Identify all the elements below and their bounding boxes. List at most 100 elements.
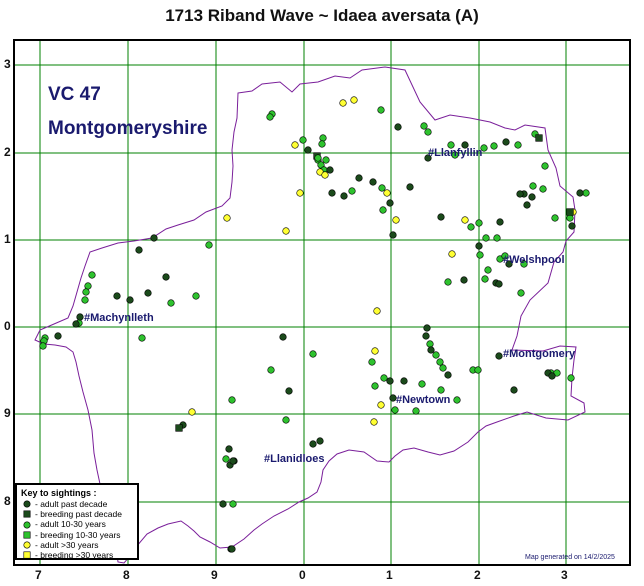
sighting-marker xyxy=(510,386,518,394)
sighting-marker xyxy=(422,332,430,340)
sighting-marker xyxy=(304,146,312,154)
sighting-marker xyxy=(377,401,385,409)
sighting-marker xyxy=(370,418,378,426)
sighting-marker xyxy=(296,189,304,197)
sighting-marker xyxy=(529,182,537,190)
sighting-marker xyxy=(420,122,428,130)
sighting-marker xyxy=(400,377,408,385)
sighting-marker xyxy=(528,193,536,201)
sighting-marker xyxy=(493,234,501,242)
sighting-marker xyxy=(495,352,503,360)
legend-item-breeding-over-30-years: - breeding >30 years xyxy=(21,550,137,560)
legend-circle-icon xyxy=(21,500,32,508)
sighting-marker xyxy=(406,183,414,191)
sighting-marker xyxy=(391,406,399,414)
sighting-marker xyxy=(84,282,92,290)
sighting-marker xyxy=(379,206,387,214)
sighting-marker xyxy=(514,141,522,149)
sighting-marker xyxy=(309,350,317,358)
sighting-marker xyxy=(380,374,388,382)
sighting-marker xyxy=(535,134,543,142)
sighting-marker xyxy=(539,185,547,193)
sighting-marker xyxy=(505,260,513,268)
sighting-marker xyxy=(371,382,379,390)
sighting-marker xyxy=(566,214,574,222)
sighting-marker xyxy=(426,340,434,348)
sighting-marker xyxy=(476,251,484,259)
town-llanfyllin: #Llanfyllin xyxy=(428,147,483,159)
sighting-marker xyxy=(355,174,363,182)
sighting-marker xyxy=(162,273,170,281)
sighting-marker xyxy=(566,208,574,216)
legend-item-adult-past-decade: - adult past decade xyxy=(21,499,137,509)
sighting-marker xyxy=(520,260,528,268)
sighting-marker xyxy=(496,218,504,226)
sighting-marker xyxy=(475,242,483,250)
sighting-marker xyxy=(81,296,89,304)
sighting-marker xyxy=(314,154,322,162)
sighting-marker xyxy=(392,216,400,224)
sighting-marker xyxy=(394,123,402,131)
sighting-marker xyxy=(481,275,489,283)
sighting-marker xyxy=(322,156,330,164)
sighting-marker xyxy=(424,128,432,136)
sighting-marker xyxy=(484,266,492,274)
sighting-marker xyxy=(474,366,482,374)
sighting-marker xyxy=(437,386,445,394)
sighting-marker xyxy=(321,171,329,179)
sighting-marker xyxy=(501,252,509,260)
sighting-marker xyxy=(475,219,483,227)
sighting-marker xyxy=(576,189,584,197)
town-llanidloes: #Llanidloes xyxy=(264,453,325,465)
sighting-marker xyxy=(461,141,469,149)
sighting-marker xyxy=(135,246,143,254)
sighting-marker xyxy=(517,289,525,297)
sighting-marker xyxy=(482,234,490,242)
sighting-marker xyxy=(319,134,327,142)
sighting-marker xyxy=(412,407,420,415)
sighting-marker xyxy=(228,396,236,404)
sighting-marker xyxy=(175,424,183,432)
sighting-marker xyxy=(225,445,233,453)
sighting-marker xyxy=(309,440,317,448)
sighting-marker xyxy=(282,227,290,235)
sighting-marker xyxy=(316,437,324,445)
sighting-marker xyxy=(348,187,356,195)
legend-item-breeding-10-30-years: - breeding 10-30 years xyxy=(21,530,137,540)
sighting-marker xyxy=(386,199,394,207)
legend: Key to sightings : - adult past decade -… xyxy=(15,483,139,560)
sighting-marker xyxy=(54,332,62,340)
sighting-marker xyxy=(551,214,559,222)
legend-circle-icon xyxy=(21,520,32,529)
legend-label: - breeding 10-30 years xyxy=(35,529,121,540)
county-boundary xyxy=(34,66,586,564)
sighting-marker xyxy=(389,394,397,402)
legend-square-icon xyxy=(21,531,32,539)
sighting-marker xyxy=(418,380,426,388)
grid-label-left-9: 9 xyxy=(4,406,11,420)
sighting-marker xyxy=(490,142,498,150)
vice-county-code: VC 47 xyxy=(48,84,101,105)
sighting-marker xyxy=(567,374,575,382)
sighting-marker xyxy=(113,292,121,300)
sighting-marker xyxy=(219,500,227,508)
sighting-marker xyxy=(427,346,435,354)
sighting-marker xyxy=(266,113,274,121)
grid-label-left-8: 8 xyxy=(4,494,11,508)
sighting-marker xyxy=(282,416,290,424)
sighting-marker xyxy=(495,280,503,288)
legend-square-icon xyxy=(21,510,32,518)
town-montgomery: #Montgomery xyxy=(503,348,576,360)
town-newtown: #Newtown xyxy=(396,394,451,406)
sighting-marker xyxy=(461,216,469,224)
sighting-marker xyxy=(480,144,488,152)
sighting-marker xyxy=(516,190,524,198)
sighting-marker xyxy=(432,351,440,359)
sighting-marker xyxy=(502,138,510,146)
sighting-marker xyxy=(386,377,394,385)
sighting-marker xyxy=(328,189,336,197)
sighting-marker xyxy=(423,324,431,332)
sighting-marker xyxy=(350,96,358,104)
sighting-marker xyxy=(267,366,275,374)
sighting-marker xyxy=(138,334,146,342)
